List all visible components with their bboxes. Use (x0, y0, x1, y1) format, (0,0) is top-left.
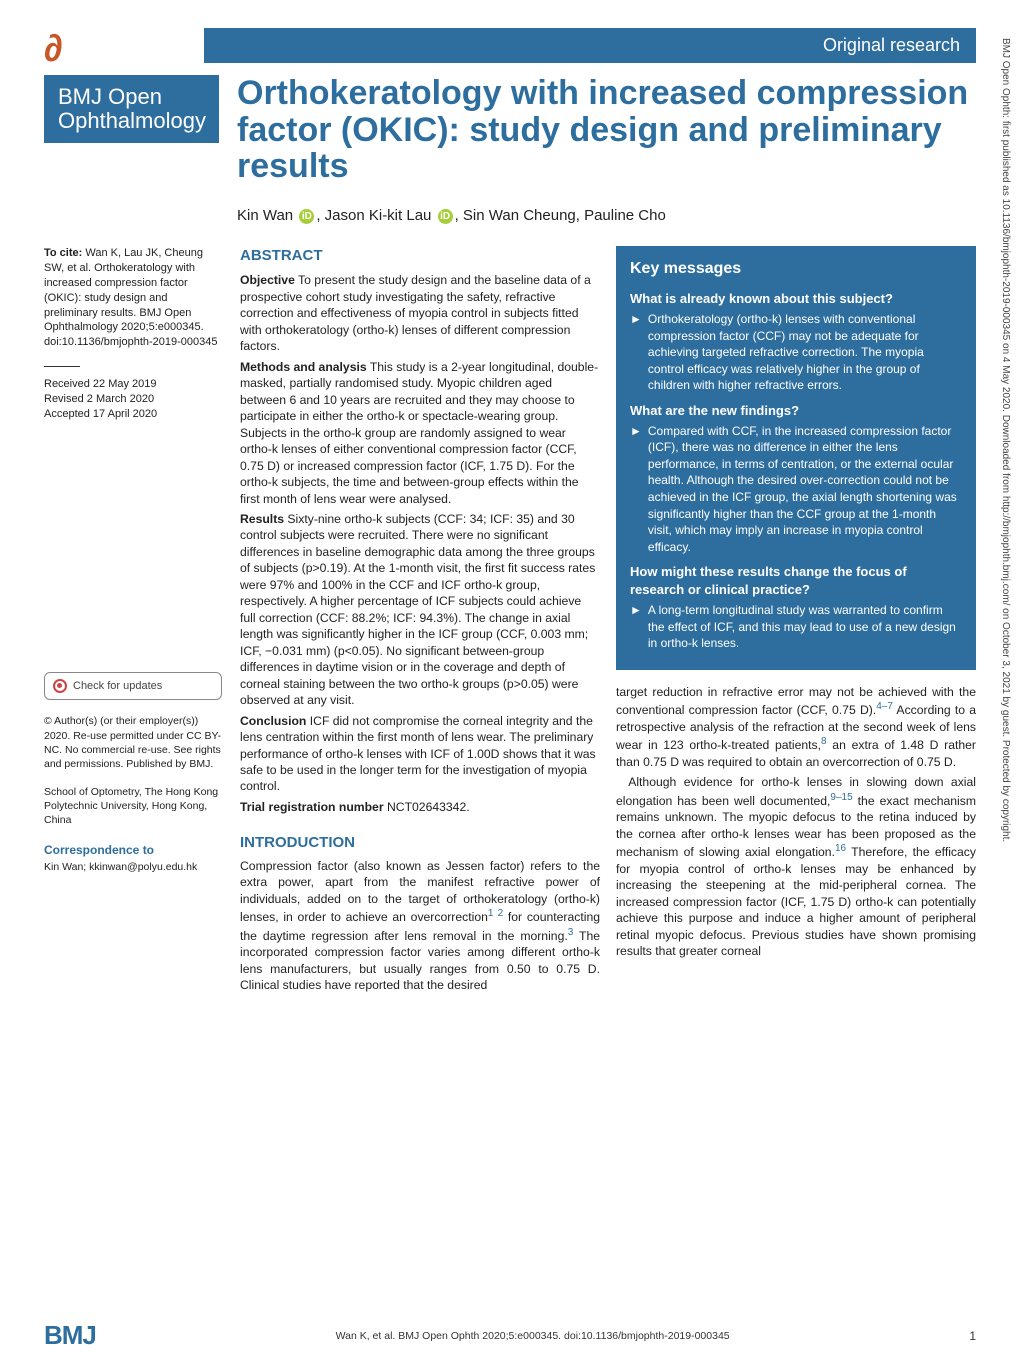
open-access-icon: ∂ (44, 28, 63, 71)
revised-date: Revised 2 March 2020 (44, 392, 222, 407)
orcid-icon[interactable]: iD (299, 209, 314, 224)
correspondence-label: Correspondence to (44, 842, 222, 858)
journal-name-line1: BMJ Open (58, 85, 205, 109)
check-updates-button[interactable]: Check for updates (44, 672, 222, 701)
ref-superscript[interactable]: 16 (835, 843, 846, 854)
author-2: Jason Ki-kit Lau (325, 207, 432, 224)
page-number: 1 (969, 1329, 976, 1343)
trial-number: NCT02643342. (387, 800, 470, 814)
objective-label: Objective (240, 273, 295, 287)
journal-name-line2: Ophthalmology (58, 109, 205, 133)
km-answer-2: Compared with CCF, in the increased comp… (630, 423, 962, 555)
correspondence-text: Kin Wan; kkinwan@polyu.edu.hk (44, 860, 222, 874)
copyright-text: © Author(s) (or their employer(s)) 2020.… (44, 714, 222, 771)
km-answer-3: A long-term longitudinal study was warra… (630, 602, 962, 652)
article-title: Orthokeratology with increased compressi… (237, 75, 976, 185)
km-question-2: What are the new findings? (630, 402, 962, 420)
key-messages-heading: Key messages (630, 258, 962, 280)
ref-superscript[interactable]: 1 2 (488, 908, 503, 919)
methods-label: Methods and analysis (240, 360, 367, 374)
authors-line: Kin Wan iD, Jason Ki-kit Lau iD, Sin Wan… (237, 207, 976, 224)
introduction-paragraph: Compression factor (also known as Jessen… (240, 858, 600, 994)
author-rest: Sin Wan Cheung, Pauline Cho (463, 207, 666, 224)
author-1: Kin Wan (237, 207, 293, 224)
column-right: Key messages What is already known about… (616, 246, 976, 993)
bmj-logo: BMJ (44, 1320, 96, 1351)
affiliation-text: School of Optometry, The Hong Kong Polyt… (44, 785, 222, 828)
km-question-3: How might these results change the focus… (630, 563, 962, 599)
column-left: ABSTRACT Objective To present the study … (240, 246, 600, 993)
ref-superscript[interactable]: 4–7 (876, 701, 893, 712)
footer-citation: Wan K, et al. BMJ Open Ophth 2020;5:e000… (336, 1330, 730, 1342)
rc-p2c: Therefore, the efficacy for myopia contr… (616, 845, 976, 958)
page-footer: BMJ Wan K, et al. BMJ Open Ophth 2020;5:… (44, 1314, 976, 1351)
right-paragraph-1: target reduction in refractive error may… (616, 684, 976, 770)
right-paragraph-2: Although evidence for ortho-k lenses in … (616, 774, 976, 959)
journal-title-block: BMJ Open Ophthalmology (44, 75, 219, 143)
km-answer-2-text: Compared with CCF, in the increased comp… (648, 423, 962, 555)
km-answer-3-text: A long-term longitudinal study was warra… (648, 602, 962, 652)
km-answer-1: Orthokeratology (ortho-k) lenses with co… (630, 311, 962, 394)
correspondence-block: Correspondence to Kin Wan; kkinwan@polyu… (44, 842, 222, 874)
sidebar: To cite: Wan K, Lau JK, Cheung SW, et al… (44, 246, 222, 993)
results-label: Results (240, 512, 284, 526)
crossmark-icon (53, 679, 67, 693)
copyright-watermark: BMJ Open Ophth: first published as 10.11… (992, 38, 1012, 1318)
accepted-date: Accepted 17 April 2020 (44, 407, 222, 422)
km-question-1: What is already known about this subject… (630, 290, 962, 308)
citation-block: To cite: Wan K, Lau JK, Cheung SW, et al… (44, 246, 222, 350)
divider-line (44, 366, 80, 367)
check-updates-label: Check for updates (73, 679, 162, 694)
section-banner: Original research (204, 28, 976, 63)
cite-label: To cite: (44, 247, 82, 259)
cite-text: Wan K, Lau JK, Cheung SW, et al. Orthoke… (44, 247, 218, 348)
ref-superscript[interactable]: 9–15 (830, 792, 852, 803)
km-answer-1-text: Orthokeratology (ortho-k) lenses with co… (648, 311, 962, 394)
abstract-heading: ABSTRACT (240, 246, 600, 266)
methods-text: This study is a 2-year longitudinal, dou… (240, 360, 598, 506)
introduction-heading: INTRODUCTION (240, 833, 600, 853)
trial-label: Trial registration number (240, 800, 384, 814)
conclusion-label: Conclusion (240, 714, 306, 728)
results-text: Sixty-nine ortho-k subjects (CCF: 34; IC… (240, 512, 595, 707)
key-messages-box: Key messages What is already known about… (616, 246, 976, 670)
orcid-icon[interactable]: iD (438, 209, 453, 224)
received-date: Received 22 May 2019 (44, 377, 222, 392)
dates-block: Received 22 May 2019 Revised 2 March 202… (44, 377, 222, 422)
